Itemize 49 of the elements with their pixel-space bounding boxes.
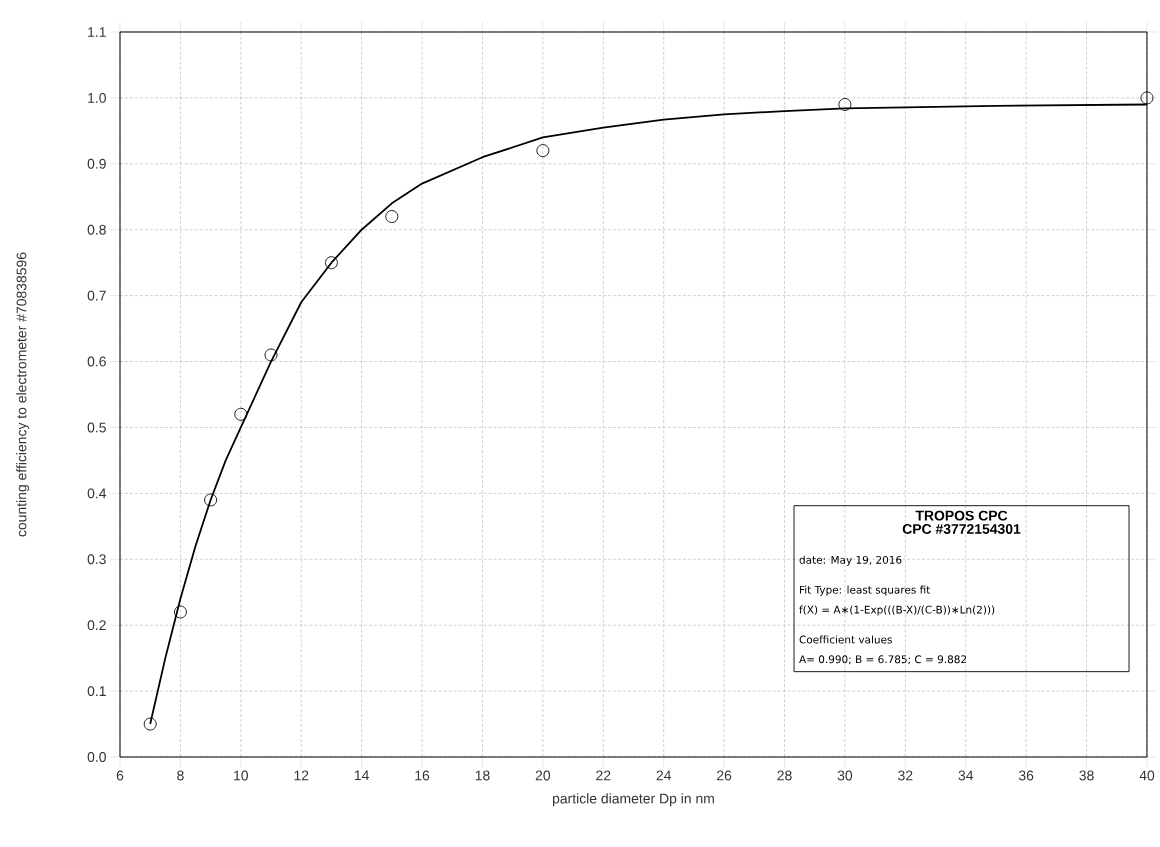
- y-tick-label: 0.8: [87, 224, 106, 235]
- y-tick-label: 0.5: [87, 422, 106, 433]
- annotation: A= 0.990; B = 6.785; C = 9.882: [799, 655, 967, 665]
- x-tick-label: 24: [656, 770, 672, 781]
- point: [143, 717, 157, 731]
- x-tick-label: 20: [535, 770, 551, 781]
- annotation: date: May 19, 2016: [799, 555, 902, 566]
- x-tick-label: 10: [234, 770, 249, 781]
- point: [324, 256, 338, 270]
- x-tick-label: 26: [717, 770, 732, 781]
- point: [264, 348, 278, 362]
- point: [1140, 91, 1154, 105]
- point: [234, 407, 248, 421]
- point: [838, 98, 852, 111]
- point: [385, 210, 399, 223]
- x-tick-label: 6: [116, 770, 124, 781]
- point: [173, 605, 187, 619]
- y-tick-label: 0.1: [87, 686, 106, 697]
- x-tick-label: 12: [294, 770, 309, 781]
- y-axis-title: counting efficiency to electrometer #70838596: [16, 252, 30, 537]
- annotation: Coefficient values: [799, 635, 892, 644]
- y-tick-label: 0.2: [87, 620, 106, 631]
- annotation: Fit Type: least squares fit: [800, 585, 931, 596]
- y-tick-label: 0.4: [87, 488, 107, 499]
- x-tick-label: 8: [177, 770, 184, 781]
- y-tick-label: 1.1: [88, 27, 106, 37]
- x-tick-label: 34: [958, 770, 974, 781]
- x-tick-label: 28: [777, 770, 792, 781]
- y-tick-label: 0.7: [87, 290, 106, 301]
- x-tick-label: 22: [596, 770, 611, 781]
- y-tick-label: 0.6: [87, 356, 106, 367]
- point: [204, 493, 218, 507]
- annotation: f(X) = A∗(1-Exp(((B-X)/(C-B))∗Ln(2))): [799, 605, 995, 616]
- x-tick-label: 40: [1139, 770, 1155, 781]
- y-tick-label: 1.0: [88, 92, 106, 103]
- annotation: TROPOS CPC: [915, 510, 1008, 521]
- x-tick-label: 18: [475, 770, 490, 781]
- x-tick-label: 38: [1079, 770, 1094, 781]
- x-tick-label: 14: [354, 770, 369, 781]
- x-tick-label: 30: [837, 770, 853, 781]
- y-tick-label: 0.0: [87, 752, 106, 762]
- x-tick-label: 16: [415, 770, 430, 781]
- x-tick-label: 36: [1018, 770, 1034, 781]
- x-tick-label: 32: [898, 770, 913, 781]
- annotation: CPC #3772154301: [902, 523, 1021, 534]
- point: [536, 144, 550, 158]
- y-tick-label: 0.9: [87, 158, 106, 169]
- y-tick-label: 0.3: [87, 554, 106, 565]
- x-axis-title: particle diameter Dp in nm: [552, 793, 714, 807]
